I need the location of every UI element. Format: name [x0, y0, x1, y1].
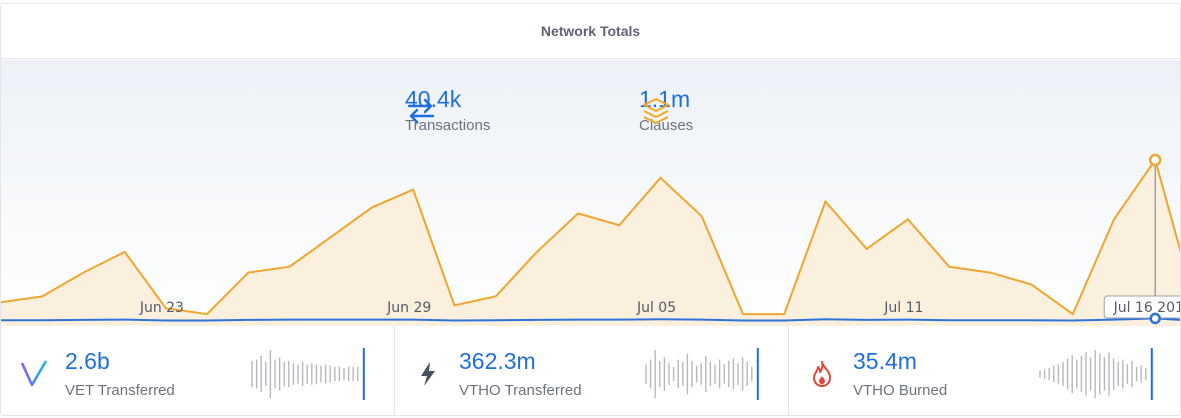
flame-icon [813, 361, 831, 387]
stat-vtho-transferred[interactable]: 362.3m VTHO Transferred [395, 326, 789, 415]
lightning-icon [421, 362, 435, 386]
area-fill [1, 160, 1180, 326]
network-totals-card: Network Totals Jun 23 Jun 29 Jul 05 Jul 11 J… [0, 3, 1181, 416]
vechain-logo-icon [20, 360, 48, 387]
kpi-clauses: 1.1m Clauses [639, 86, 693, 134]
vtho-burned-label: VTHO Burned [853, 382, 948, 399]
network-chart[interactable]: Jun 23 Jun 29 Jul 05 Jul 11 Jul 16 2019 40.4… [1, 60, 1181, 326]
vtho-transferred-sparkline [645, 348, 759, 400]
vtho-transferred-label: VTHO Transferred [459, 382, 582, 399]
transactions-value: 40.4k [405, 86, 462, 112]
stats-row: 2.6b VET Transferred 362.3m VTHO Transfe… [1, 326, 1180, 415]
stat-vtho-burned[interactable]: 35.4m VTHO Burned [789, 326, 1180, 415]
clauses-series-line [1, 157, 1180, 316]
area-chart[interactable]: Jun 23 Jun 29 Jul 05 Jul 11 Jul 16 2019 [1, 60, 1181, 326]
vet-transferred-label: VET Transferred [65, 382, 175, 399]
layers-icon [643, 98, 669, 124]
card-header: Network Totals [1, 4, 1180, 59]
kpi-transactions: 40.4k Transactions [405, 86, 490, 134]
vet-sparkline [251, 348, 365, 400]
x-tick-label: Jun 23 [139, 300, 184, 316]
vtho-burned-value: 35.4m [853, 348, 917, 374]
card-title: Network Totals [540, 23, 641, 39]
swap-arrows-icon [407, 98, 435, 124]
vtho-transferred-value: 362.3m [459, 348, 536, 374]
x-tick-label: Jul 05 [636, 300, 676, 316]
stat-vet-transferred[interactable]: 2.6b VET Transferred [1, 326, 395, 415]
clauses-highlight-point [1148, 153, 1162, 167]
x-tick-label: Jun 29 [386, 300, 431, 316]
vet-transferred-value: 2.6b [65, 348, 110, 374]
transactions-label: Transactions [405, 117, 491, 134]
transactions-series-line [1, 317, 1180, 322]
x-tick-label: Jul 11 [883, 300, 923, 316]
transactions-highlight-point [1149, 312, 1161, 325]
tooltip-date: Jul 16 2019 [1113, 300, 1181, 316]
vtho-burned-sparkline [1039, 348, 1153, 400]
